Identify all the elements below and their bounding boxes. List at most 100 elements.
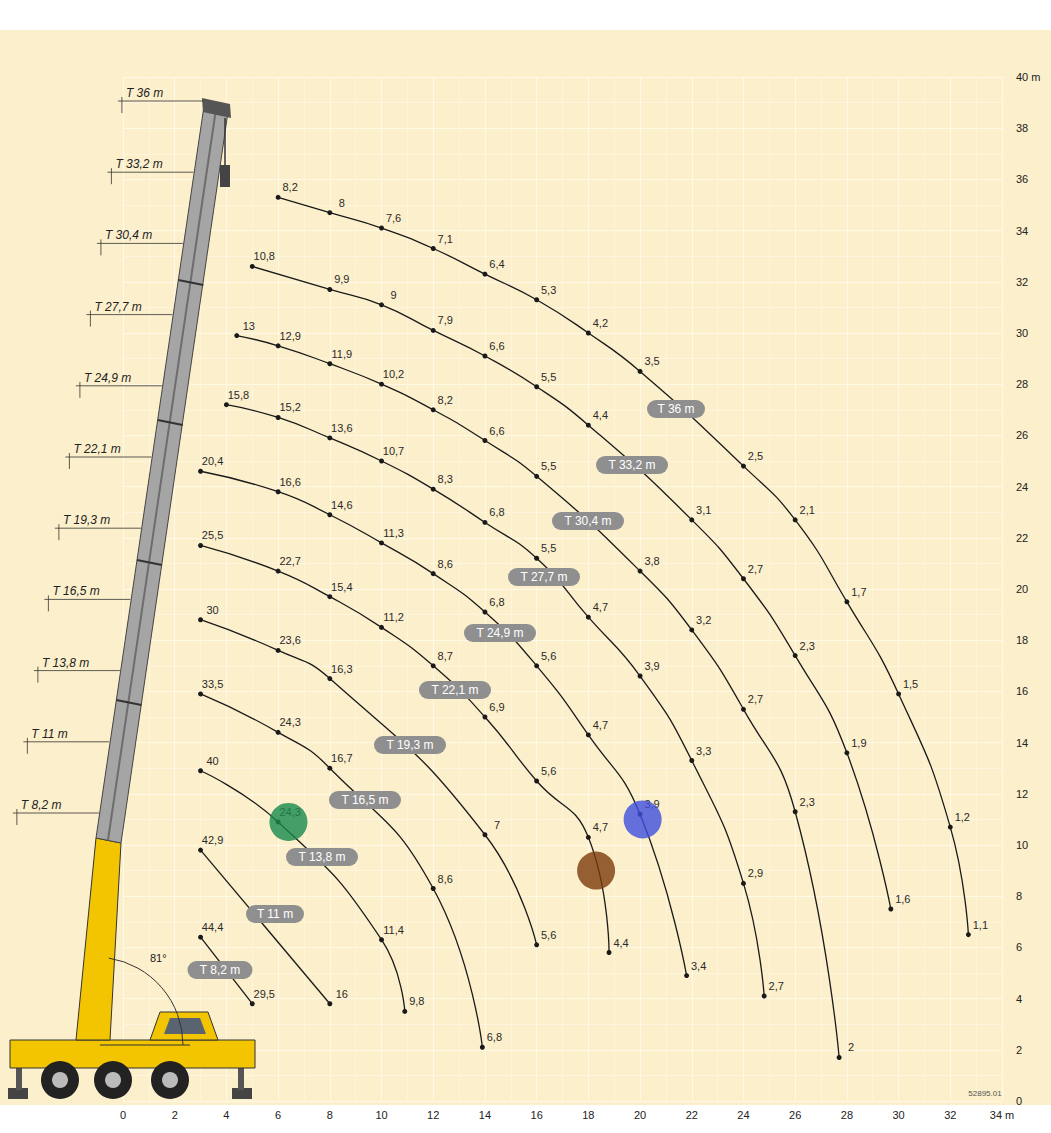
svg-text:T 13,8 m: T 13,8 m [298, 850, 345, 864]
svg-text:4: 4 [223, 1109, 229, 1121]
svg-text:40: 40 [206, 755, 218, 767]
svg-text:5,5: 5,5 [541, 371, 556, 383]
svg-text:2,7: 2,7 [748, 693, 763, 705]
svg-text:6,8: 6,8 [489, 596, 504, 608]
svg-text:T 24,9 m: T 24,9 m [84, 371, 131, 385]
svg-text:20: 20 [1016, 583, 1028, 595]
svg-text:10: 10 [375, 1109, 387, 1121]
svg-text:5,3: 5,3 [541, 284, 556, 296]
svg-text:16: 16 [1016, 685, 1028, 697]
svg-text:9,8: 9,8 [409, 995, 424, 1007]
svg-text:T 27,7 m: T 27,7 m [94, 300, 141, 314]
svg-text:T 16,5 m: T 16,5 m [341, 793, 388, 807]
svg-text:34: 34 [1016, 225, 1028, 237]
svg-text:1,2: 1,2 [955, 811, 970, 823]
svg-text:T 11 m: T 11 m [31, 727, 67, 741]
svg-text:3,2: 3,2 [696, 614, 711, 626]
svg-text:4: 4 [1016, 993, 1022, 1005]
svg-text:3,4: 3,4 [691, 960, 706, 972]
svg-text:16,3: 16,3 [331, 663, 352, 675]
svg-text:5,6: 5,6 [541, 765, 556, 777]
svg-text:6,8: 6,8 [489, 506, 504, 518]
svg-text:0: 0 [120, 1109, 126, 1121]
svg-text:6,6: 6,6 [489, 425, 504, 437]
svg-text:5,6: 5,6 [541, 929, 556, 941]
svg-text:22: 22 [1016, 532, 1028, 544]
svg-text:11,2: 11,2 [383, 611, 404, 623]
svg-text:16,7: 16,7 [331, 752, 352, 764]
svg-text:3,3: 3,3 [696, 745, 711, 757]
svg-text:33,5: 33,5 [202, 678, 223, 690]
svg-text:32: 32 [1016, 276, 1028, 288]
svg-text:T 8,2 m: T 8,2 m [200, 963, 240, 977]
svg-text:2,5: 2,5 [748, 450, 763, 462]
svg-text:5,6: 5,6 [541, 650, 556, 662]
svg-text:8,6: 8,6 [438, 873, 453, 885]
svg-text:30: 30 [892, 1109, 904, 1121]
svg-text:2: 2 [1016, 1044, 1022, 1056]
svg-text:36: 36 [1016, 173, 1028, 185]
svg-text:6,8: 6,8 [487, 1031, 502, 1043]
svg-text:1,1: 1,1 [973, 919, 988, 931]
svg-text:7,1: 7,1 [438, 233, 453, 245]
svg-text:7,6: 7,6 [386, 212, 401, 224]
svg-text:8: 8 [1016, 890, 1022, 902]
svg-text:4,7: 4,7 [593, 719, 608, 731]
svg-text:13: 13 [243, 320, 255, 332]
svg-text:16,6: 16,6 [279, 476, 300, 488]
svg-text:28: 28 [841, 1109, 853, 1121]
svg-text:14,6: 14,6 [331, 499, 352, 511]
svg-text:5,5: 5,5 [541, 542, 556, 554]
svg-text:14: 14 [1016, 737, 1028, 749]
svg-text:8,6: 8,6 [438, 558, 453, 570]
svg-text:13,6: 13,6 [331, 422, 352, 434]
svg-text:9,9: 9,9 [334, 273, 349, 285]
svg-text:15,2: 15,2 [279, 401, 300, 413]
svg-text:5,5: 5,5 [541, 460, 556, 472]
svg-text:24: 24 [737, 1109, 749, 1121]
svg-text:30: 30 [1016, 327, 1028, 339]
svg-text:42,9: 42,9 [202, 834, 223, 846]
svg-text:4,7: 4,7 [593, 821, 608, 833]
svg-text:T 16,5 m: T 16,5 m [52, 584, 99, 598]
svg-text:38: 38 [1016, 122, 1028, 134]
svg-text:T 22,1 m: T 22,1 m [431, 683, 478, 697]
svg-text:26: 26 [789, 1109, 801, 1121]
svg-text:1,6: 1,6 [895, 893, 910, 905]
svg-text:T 36 m: T 36 m [657, 402, 694, 416]
svg-text:32: 32 [944, 1109, 956, 1121]
svg-text:8,2: 8,2 [438, 394, 453, 406]
svg-text:11,9: 11,9 [332, 348, 353, 360]
svg-text:T 11 m: T 11 m [257, 907, 293, 921]
svg-text:1,5: 1,5 [903, 678, 918, 690]
svg-text:T 30,4 m: T 30,4 m [105, 228, 152, 242]
svg-text:1,9: 1,9 [851, 737, 866, 749]
svg-text:T 36 m: T 36 m [126, 86, 163, 100]
svg-text:7: 7 [494, 819, 500, 831]
svg-text:T 22,1 m: T 22,1 m [73, 442, 120, 456]
svg-text:20: 20 [634, 1109, 646, 1121]
svg-text:28: 28 [1016, 378, 1028, 390]
svg-text:T 13,8 m: T 13,8 m [42, 656, 89, 670]
svg-text:24,3: 24,3 [279, 716, 300, 728]
svg-text:8,2: 8,2 [282, 181, 297, 193]
svg-text:3,8: 3,8 [644, 555, 659, 567]
svg-text:20,4: 20,4 [202, 455, 223, 467]
svg-text:T 27,7 m: T 27,7 m [520, 570, 567, 584]
svg-text:3,1: 3,1 [696, 504, 711, 516]
svg-text:2,3: 2,3 [800, 796, 815, 808]
svg-text:8: 8 [339, 197, 345, 209]
svg-text:10,2: 10,2 [383, 368, 404, 380]
svg-text:11,4: 11,4 [383, 924, 404, 936]
svg-text:10,7: 10,7 [383, 445, 404, 457]
svg-text:3,5: 3,5 [644, 355, 659, 367]
svg-text:29,5: 29,5 [254, 988, 275, 1000]
svg-text:7,9: 7,9 [438, 314, 453, 326]
svg-text:25,5: 25,5 [202, 529, 223, 541]
svg-text:40 m: 40 m [1016, 71, 1040, 83]
svg-text:22,7: 22,7 [279, 555, 300, 567]
svg-text:T 24,9 m: T 24,9 m [476, 626, 523, 640]
svg-text:9: 9 [390, 289, 396, 301]
svg-text:0: 0 [1016, 1095, 1022, 1107]
svg-text:10: 10 [1016, 839, 1028, 851]
